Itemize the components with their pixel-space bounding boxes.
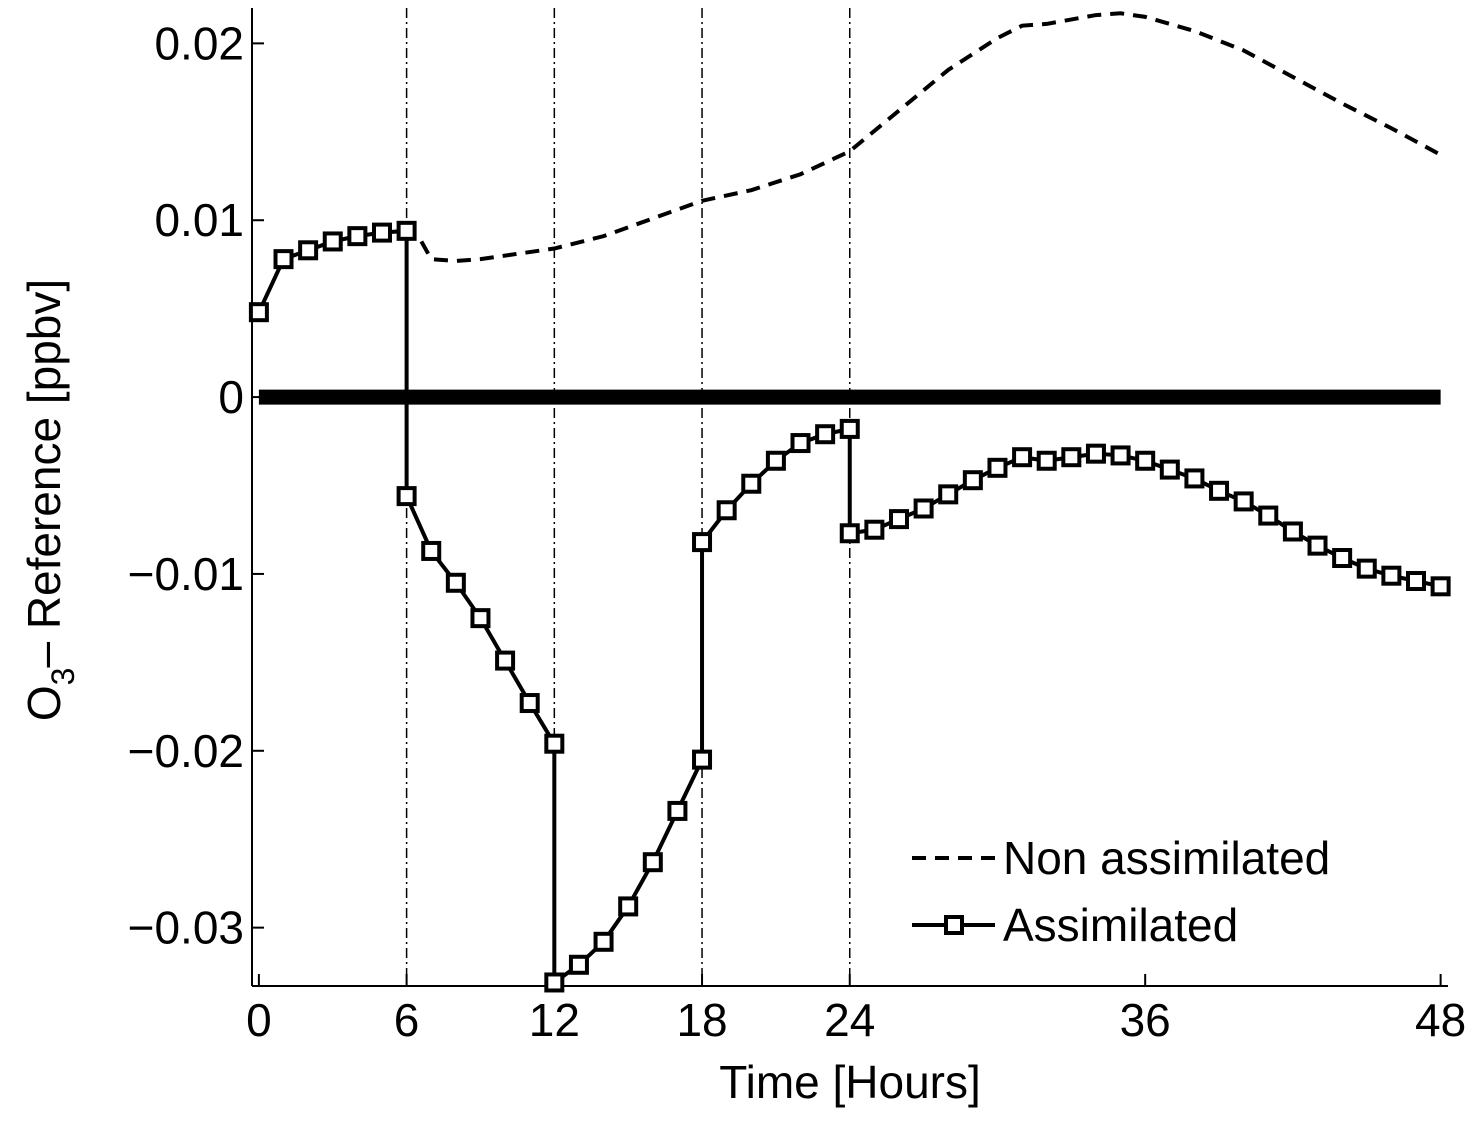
- assimilated-point: [692, 749, 713, 770]
- legend-marker-assimilated: [944, 915, 964, 935]
- assimilated-point: [1110, 445, 1131, 466]
- assimilated-point: [790, 433, 811, 454]
- assimilated-point: [322, 231, 343, 252]
- assimilated-point: [544, 972, 565, 993]
- assimilated-point: [765, 450, 786, 471]
- assimilated-point: [1184, 468, 1205, 489]
- assimilated-point: [1036, 450, 1057, 471]
- assimilated-point: [1233, 491, 1254, 512]
- assimilated-point: [716, 500, 737, 521]
- assimilated-point: [864, 519, 885, 540]
- y-tick-label: −0.02: [128, 725, 244, 777]
- assimilated-point: [839, 523, 860, 544]
- assimilated-point: [1332, 548, 1353, 569]
- x-tick-label: 0: [246, 994, 272, 1046]
- legend-label-assimilated: Assimilated: [1003, 899, 1238, 951]
- assimilated-point: [1356, 558, 1377, 579]
- assimilated-point: [1085, 443, 1106, 464]
- y-tick-label: 0.01: [154, 194, 244, 246]
- assimilated-point: [519, 693, 540, 714]
- assimilated-point: [987, 457, 1008, 478]
- assimilated-point: [888, 509, 909, 530]
- assimilated-point: [618, 896, 639, 917]
- assimilated-point: [1061, 447, 1082, 468]
- y-tick-label: −0.03: [128, 902, 244, 954]
- assimilated-point: [1307, 535, 1328, 556]
- assimilated-point: [248, 302, 269, 323]
- assimilated-point: [839, 418, 860, 439]
- legend: Non assimilated Assimilated: [912, 832, 1330, 951]
- assimilated-point: [1209, 480, 1230, 501]
- x-tick-label: 24: [824, 994, 875, 1046]
- assimilated-point: [273, 249, 294, 270]
- assimilated-point: [692, 532, 713, 553]
- assimilated-point: [1430, 576, 1451, 597]
- y-axis-label: O3– Reference [ppbv]: [18, 279, 81, 721]
- assimilated-point: [421, 540, 442, 561]
- assimilated-point: [642, 852, 663, 873]
- assimilated-point: [298, 240, 319, 261]
- assimilated-point: [938, 484, 959, 505]
- assimilated-point: [1282, 521, 1303, 542]
- assimilated-point: [445, 572, 466, 593]
- legend-label-non-assimilated: Non assimilated: [1003, 832, 1330, 884]
- x-tick-label: 36: [1120, 994, 1171, 1046]
- x-tick-label: 12: [529, 994, 580, 1046]
- assimilated-point: [544, 733, 565, 754]
- assimilated-point: [667, 800, 688, 821]
- assimilated-point: [568, 954, 589, 975]
- non-assimilated-line: [419, 11, 1442, 263]
- assimilated-point: [741, 473, 762, 494]
- assimilated-point: [913, 498, 934, 519]
- y-tick-label: −0.01: [128, 548, 244, 600]
- x-tick-label: 6: [394, 994, 420, 1046]
- assimilated-point: [396, 220, 417, 241]
- assimilated-point: [1135, 450, 1156, 471]
- y-tick-label: 0.02: [154, 17, 244, 69]
- assimilated-point: [470, 608, 491, 629]
- assimilated-point: [396, 486, 417, 507]
- x-tick-label: 48: [1415, 994, 1466, 1046]
- assimilated-point: [371, 222, 392, 243]
- assimilated-point: [1381, 565, 1402, 586]
- assimilated-point: [1159, 459, 1180, 480]
- x-tick-label: 18: [676, 994, 727, 1046]
- y-tick-label: 0: [218, 371, 244, 423]
- assimilated-point: [1405, 571, 1426, 592]
- assimilated-point: [962, 470, 983, 491]
- assimilated-point: [1258, 505, 1279, 526]
- assimilated-point: [495, 650, 516, 671]
- assimilated-point: [347, 226, 368, 247]
- assimilated-point: [1012, 447, 1033, 468]
- assimilated-point: [593, 931, 614, 952]
- assimilated-point: [815, 424, 836, 445]
- x-axis-label: Time [Hours]: [719, 1056, 981, 1108]
